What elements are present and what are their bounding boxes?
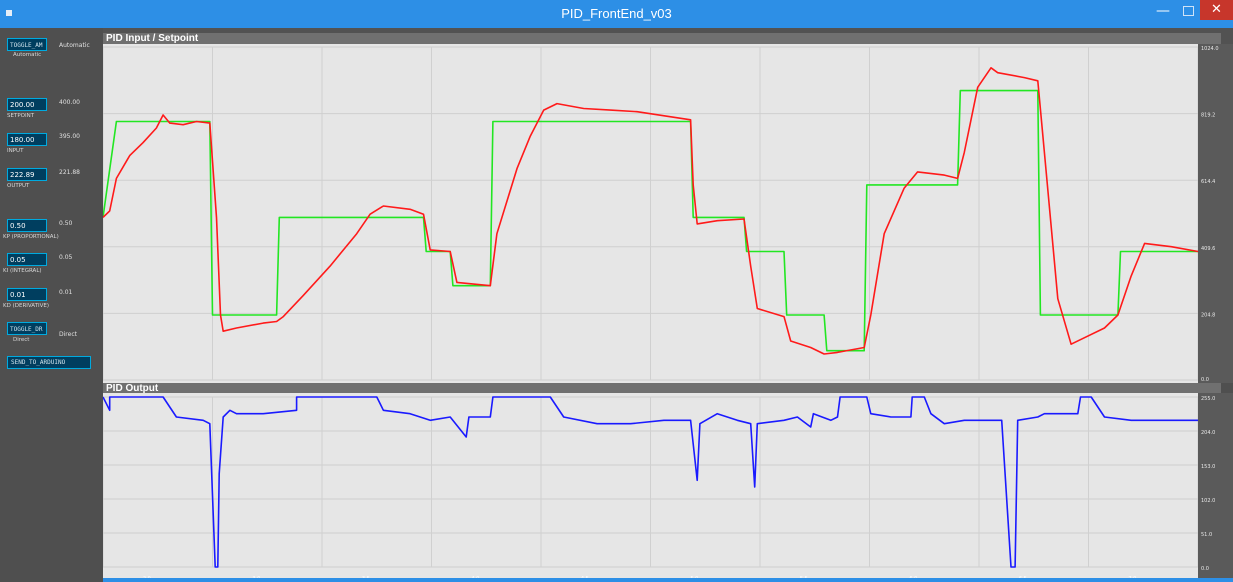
setpoint-input[interactable]: 200.00 (7, 98, 47, 111)
dir-field-label: Direct (13, 337, 30, 343)
setpoint-label: SETPOINT (7, 113, 35, 119)
kp-input[interactable]: 0.50 (7, 219, 47, 232)
axis-strip (1198, 393, 1233, 582)
output-chart: 255.0204.0153.0102.051.00.0255.0204.0153… (103, 393, 1233, 582)
close-button[interactable]: ✕ (1200, 0, 1233, 20)
kd-value: 0.01 (59, 289, 73, 296)
y-tick-label: 0.0 (1201, 377, 1209, 383)
y-tick-label: 819.2 (1201, 113, 1215, 119)
axis-strip (1198, 44, 1233, 383)
input-value: 395.00 (59, 133, 80, 140)
output-value: 221.88 (59, 169, 80, 176)
control-panel: TOGGLE_AM Automatic Automatic 200.00 SET… (0, 28, 103, 582)
y-tick-label: 255.0 (1201, 396, 1215, 402)
chart2-title: PID Output (103, 383, 1221, 394)
y-tick-label: 0.0 (1201, 566, 1209, 572)
y-tick-label: 204.8 (1201, 312, 1215, 318)
dir-value: Direct (59, 331, 77, 338)
window-bottom-border (103, 578, 1233, 582)
y-tick-label: 153.0 (1201, 464, 1215, 470)
y-tick-label: 1024.0 (1201, 46, 1219, 52)
series-line-0 (103, 396, 1198, 568)
maximize-icon (1183, 6, 1194, 16)
plot-area (103, 393, 1233, 582)
ki-label: KI (INTEGRAL) (3, 268, 42, 274)
window-title: PID_FrontEnd_v03 (561, 6, 672, 21)
maximize-button[interactable] (1176, 0, 1200, 22)
series-line-0 (103, 89, 1198, 352)
y-tick-label: 409.6 (1201, 246, 1215, 252)
kd-input[interactable]: 0.01 (7, 288, 47, 301)
toggle-am-button[interactable]: TOGGLE_AM (7, 38, 47, 51)
plot-area (103, 44, 1233, 383)
chart1-title: PID Input / Setpoint (103, 33, 1221, 44)
y-tick-label: 614.4 (1201, 179, 1215, 185)
ki-input[interactable]: 0.05 (7, 253, 47, 266)
mode-value: Automatic (59, 42, 90, 49)
y-tick-label: 51.0 (1201, 532, 1212, 538)
title-bar: PID_FrontEnd_v03 — ✕ (0, 0, 1233, 28)
input-label: INPUT (7, 148, 24, 154)
ki-value: 0.05 (59, 254, 73, 261)
y-tick-label: 204.0 (1201, 430, 1215, 436)
output-label: OUTPUT (7, 183, 30, 189)
series-line-1 (103, 67, 1199, 355)
output-input[interactable]: 222.89 (7, 168, 47, 181)
input-setpoint-chart: 1024.0819.2614.4409.6204.80.01024.0819.2… (103, 44, 1233, 383)
minimize-button[interactable]: — (1156, 3, 1170, 19)
kp-value: 0.50 (59, 220, 73, 227)
kp-label: KP (PROPORTIONAL) (3, 234, 59, 240)
setpoint-value: 400.00 (59, 99, 80, 106)
kd-label: KD (DERIVATIVE) (3, 303, 50, 309)
mode-field-label: Automatic (13, 52, 42, 58)
app-icon (6, 10, 12, 16)
toggle-dr-button[interactable]: TOGGLE_DR (7, 322, 47, 335)
y-tick-label: 102.0 (1201, 498, 1215, 504)
send-to-arduino-button[interactable]: SEND_TO_ARDUINO (7, 356, 91, 369)
input-input[interactable]: 180.00 (7, 133, 47, 146)
